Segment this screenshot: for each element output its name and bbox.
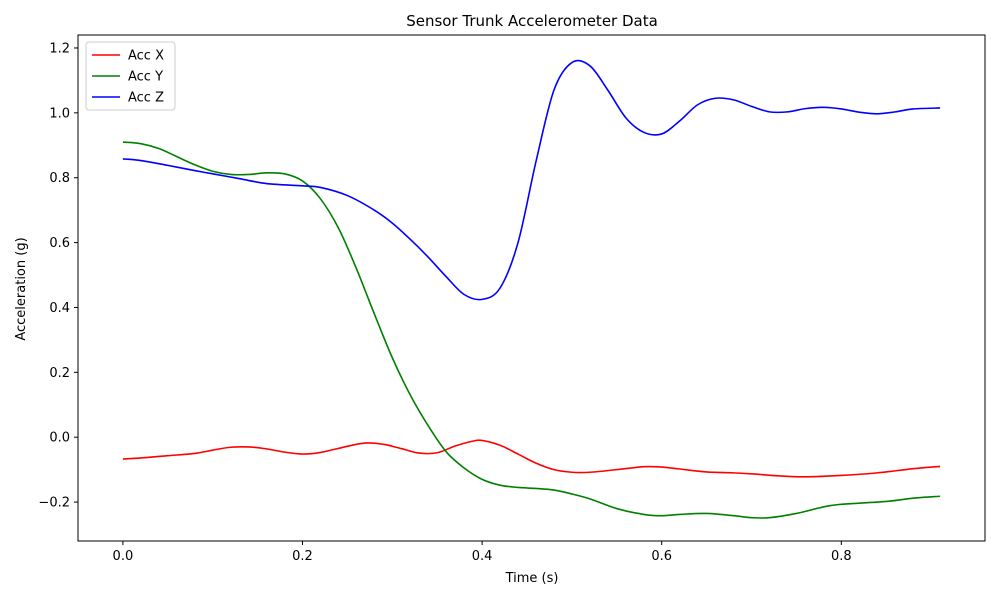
y-tick-label: 0.6	[49, 236, 70, 251]
x-tick-label: 0.6	[651, 549, 672, 564]
x-axis-label: Time (s)	[505, 571, 559, 586]
x-tick-label: 0.8	[831, 549, 852, 564]
legend-box	[85, 41, 176, 111]
x-tick-label: 0.2	[292, 549, 313, 564]
legend-label-acc-z: Acc Z	[128, 91, 164, 106]
y-tick-label: 1.2	[49, 41, 70, 56]
y-tick-label: 0.8	[49, 171, 70, 186]
y-tick-label: 0.4	[49, 301, 70, 316]
y-tick-label: 1.0	[49, 106, 70, 121]
y-tick-label: −0.2	[38, 496, 70, 511]
series-line-acc-z	[122, 59, 941, 301]
x-tick-label: 0.4	[472, 549, 493, 564]
chart-title: Sensor Trunk Accelerometer Data	[406, 12, 658, 30]
x-tick-label: 0.0	[113, 549, 134, 564]
y-tick-label: 0.0	[49, 431, 70, 446]
y-axis-label: Acceleration (g)	[14, 237, 29, 340]
series-line-acc-y	[122, 141, 941, 519]
legend-label-acc-y: Acc Y	[128, 70, 163, 85]
legend: Acc X Acc Y Acc Z	[85, 41, 176, 111]
plot-area	[77, 34, 986, 542]
series-lines	[122, 59, 941, 519]
y-tick-label: 0.2	[49, 366, 70, 381]
series-line-acc-x	[122, 439, 941, 478]
legend-label-acc-x: Acc X	[128, 49, 164, 64]
plot-frame	[77, 34, 986, 542]
axis-ticks: 0.0 0.2 0.4 0.6 0.8 −0.2 0.0 0.2 0.4 0.6 0.8 1.0 1.2	[38, 41, 851, 564]
